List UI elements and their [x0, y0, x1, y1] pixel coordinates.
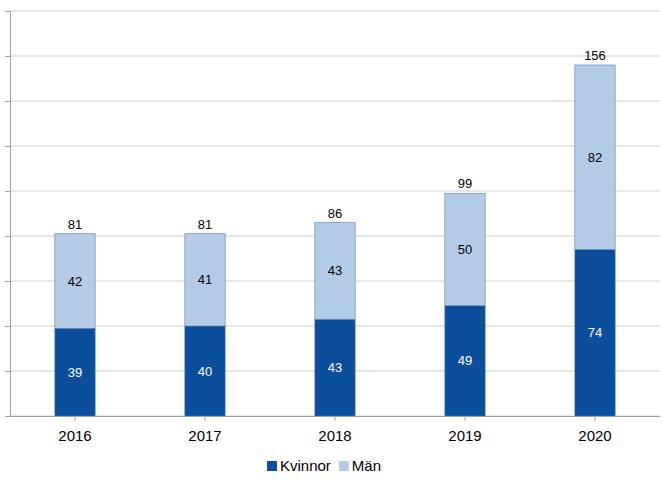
- x-tick: 2018: [318, 416, 351, 444]
- x-tick-mark: [465, 416, 466, 421]
- legend-label: Kvinnor: [280, 457, 331, 474]
- bar: [315, 319, 355, 416]
- plot: 3940434974424143508281818699156201620172…: [5, 11, 661, 444]
- data-label: 39: [68, 365, 82, 380]
- grid-line: [10, 191, 660, 192]
- legend: Kvinnor Män: [267, 457, 381, 474]
- x-tick: 2017: [188, 416, 221, 444]
- grid-line: [10, 56, 660, 57]
- x-tick-mark: [335, 416, 336, 421]
- y-tick: [5, 281, 10, 282]
- chart: 3940434974424143508281818699156201620172…: [0, 0, 670, 485]
- grid-line: [10, 101, 660, 102]
- y-tick-mark: [5, 101, 10, 102]
- x-tick-mark: [75, 416, 76, 421]
- x-axis: 2016 2017 2018 2019 2020: [11, 416, 661, 444]
- data-label: 49: [458, 353, 472, 368]
- bar: [185, 234, 225, 326]
- data-labels: 39 40 43 49 74 42 41 43 50 82 81 81 86 99 156: [68, 48, 606, 380]
- bar: [445, 193, 485, 306]
- y-tick-mark: [5, 371, 10, 372]
- total-label: 99: [458, 176, 472, 191]
- total-label: 156: [584, 48, 606, 63]
- y-tick: [5, 326, 10, 327]
- y-tick-mark: [5, 56, 10, 57]
- x-tick: 2020: [578, 416, 611, 444]
- bar: [185, 326, 225, 416]
- data-label: 42: [68, 274, 82, 289]
- data-label: 41: [198, 272, 212, 287]
- data-label: 40: [198, 364, 212, 379]
- data-label: 74: [588, 325, 602, 340]
- bar: [55, 234, 95, 329]
- grid-line: [10, 11, 660, 12]
- y-tick: [5, 416, 10, 417]
- y-tick-mark: [5, 11, 10, 12]
- y-tick-mark: [5, 191, 10, 192]
- bar: [315, 223, 355, 320]
- x-tick-label: 2016: [58, 427, 91, 444]
- legend-swatch: [267, 461, 277, 471]
- total-label: 81: [198, 217, 212, 232]
- y-axis-line: [10, 12, 11, 417]
- x-tick: 2016: [58, 416, 91, 444]
- bars: [55, 65, 615, 416]
- grid: [10, 11, 660, 416]
- y-tick: [5, 146, 10, 147]
- x-tick-mark: [205, 416, 206, 421]
- grid-line: [10, 146, 660, 147]
- x-tick: 2019: [448, 416, 481, 444]
- y-tick: [5, 191, 10, 192]
- y-tick-mark: [5, 146, 10, 147]
- data-label: 43: [328, 263, 342, 278]
- y-tick: [5, 11, 10, 12]
- y-tick-mark: [5, 326, 10, 327]
- x-tick-label: 2017: [188, 427, 221, 444]
- data-label: 50: [458, 242, 472, 257]
- x-tick-label: 2019: [448, 427, 481, 444]
- y-tick-mark: [5, 281, 10, 282]
- x-tick-label: 2020: [578, 427, 611, 444]
- y-tick: [5, 236, 10, 237]
- x-tick-label: 2018: [318, 427, 351, 444]
- legend-item: Män: [339, 457, 381, 474]
- bar: [575, 65, 615, 250]
- total-label: 81: [68, 217, 82, 232]
- bar: [55, 328, 95, 416]
- bar: [575, 250, 615, 417]
- bar: [445, 306, 485, 416]
- legend-item: Kvinnor: [267, 457, 331, 474]
- y-tick: [5, 101, 10, 102]
- y-tick-mark: [5, 236, 10, 237]
- legend-swatch: [339, 461, 349, 471]
- data-label: 82: [588, 150, 602, 165]
- data-label: 43: [328, 360, 342, 375]
- legend-label: Män: [352, 457, 381, 474]
- total-label: 86: [328, 206, 342, 221]
- y-tick: [5, 371, 10, 372]
- y-tick-mark: [5, 416, 10, 417]
- y-tick: [5, 56, 10, 57]
- y-axis: [5, 12, 11, 417]
- x-tick-mark: [595, 416, 596, 421]
